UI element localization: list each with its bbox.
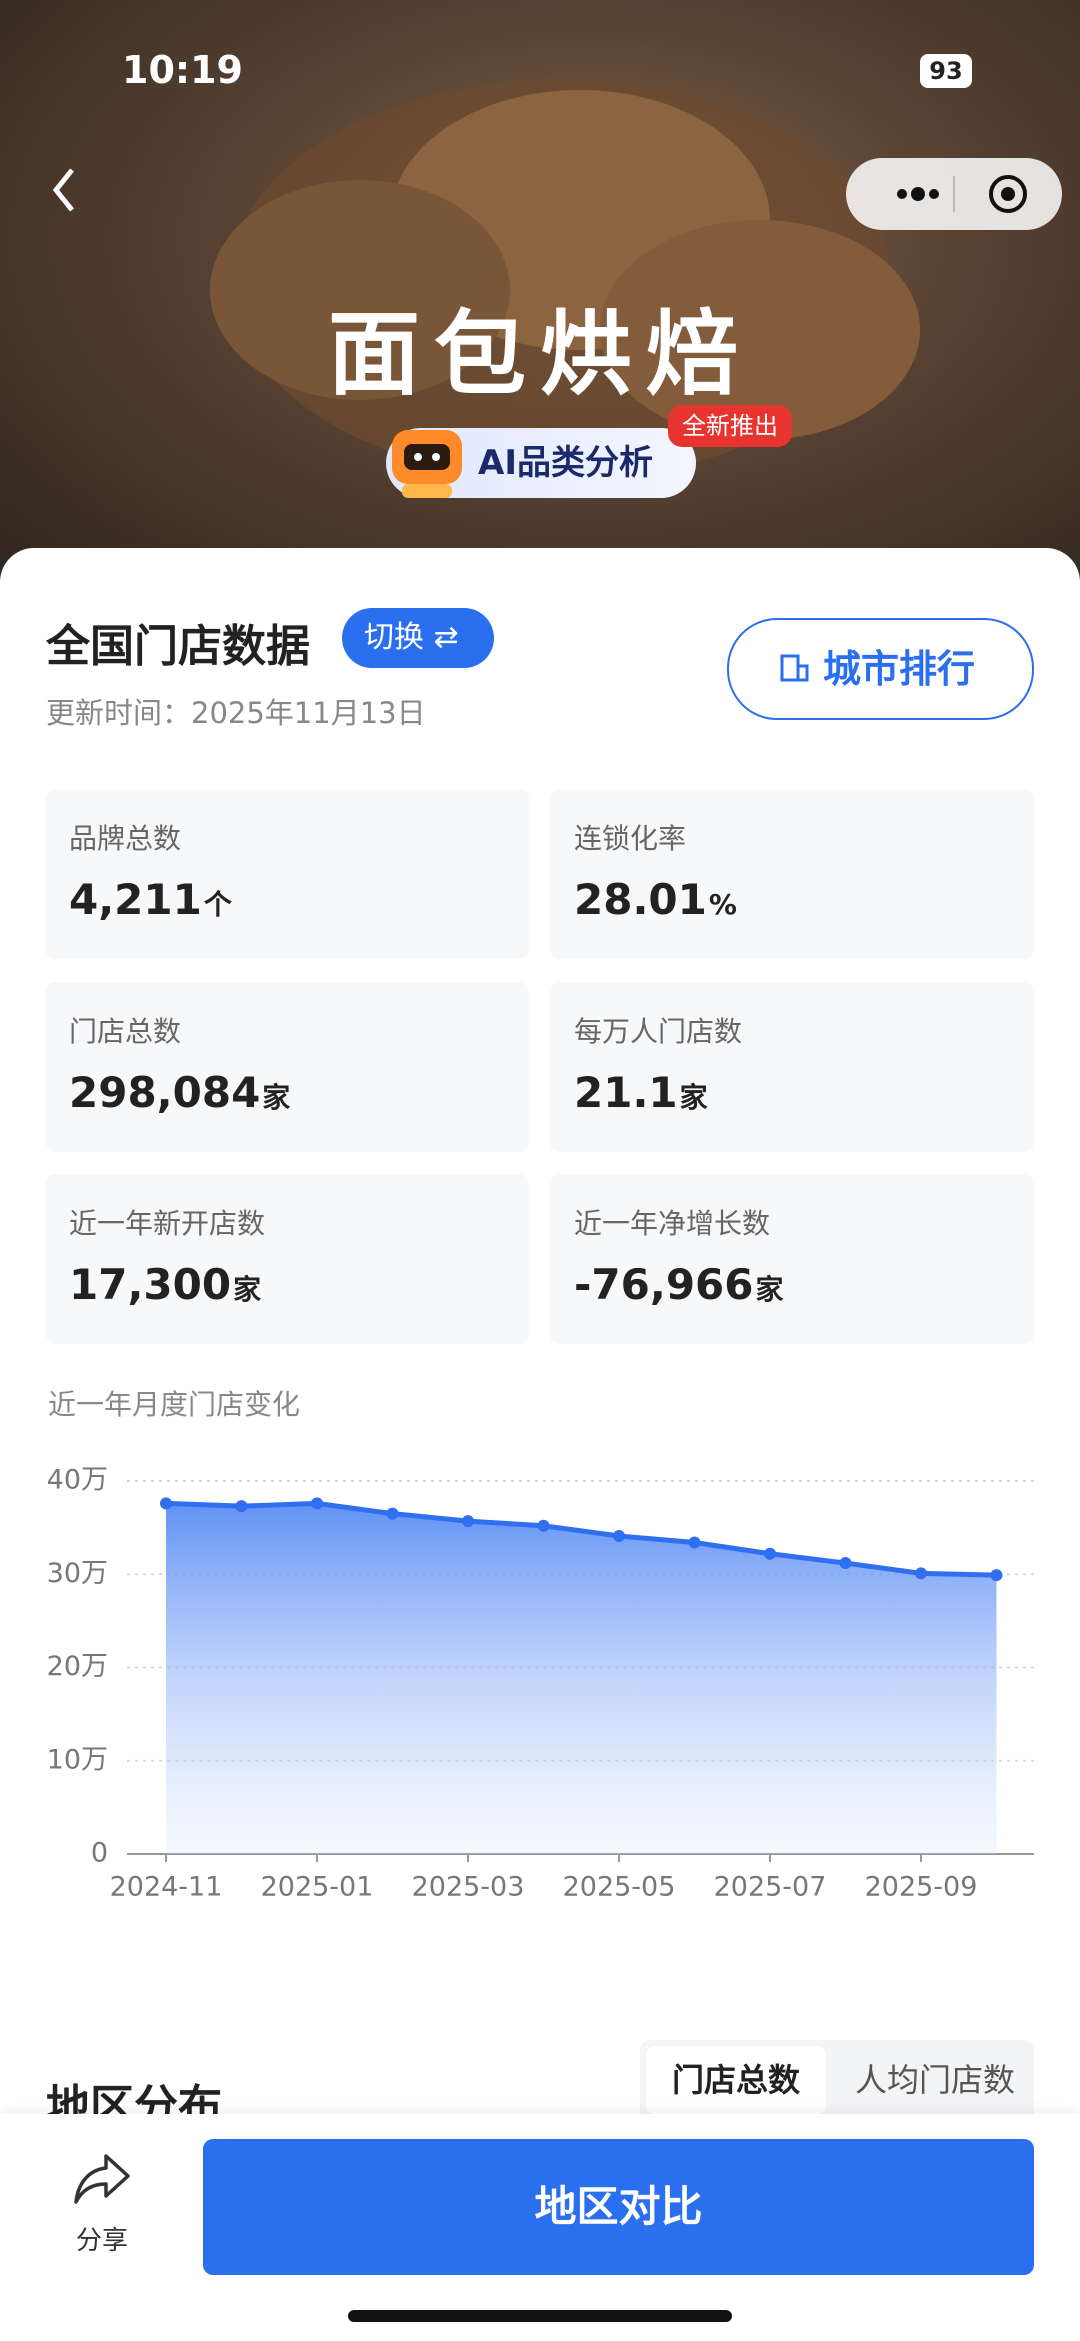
stat-value-row: 17,300家	[69, 1260, 261, 1309]
stat-card: 连锁化率 28.01%	[550, 789, 1034, 959]
stat-value: -76,966	[574, 1260, 754, 1309]
point	[386, 1507, 399, 1520]
stat-label: 品牌总数	[69, 822, 182, 855]
x-tick-label: 2025-07	[714, 1872, 827, 1903]
city-rank-button[interactable]: 城市排行	[727, 618, 1034, 720]
stat-value: 298,084	[69, 1068, 261, 1117]
point	[764, 1547, 776, 1560]
back-button[interactable]	[50, 165, 80, 215]
stat-value: 17,300	[69, 1260, 232, 1309]
point	[462, 1515, 474, 1528]
point	[160, 1497, 172, 1510]
x-tick-label: 2025-09	[865, 1872, 978, 1903]
chart: 近一年月度门店变化 0 10万 20万 30万 40万 2024-11 2025-01 202…	[47, 1388, 1034, 1903]
region-tabs: 门店总数 人均门店数	[640, 2040, 1034, 2120]
new-tag: 全新推出	[668, 405, 792, 447]
x-tick-label: 2025-03	[412, 1872, 525, 1903]
update-time: 更新时间：2025年11月13日	[46, 696, 426, 730]
stat-value-row: 28.01%	[574, 875, 737, 924]
line	[165, 1500, 997, 1578]
capsule-icons	[897, 175, 1027, 213]
point	[235, 1500, 248, 1513]
stat-value-row: 298,084家	[69, 1068, 290, 1117]
stat-card: 近一年净增长数 -76,966家	[550, 1174, 1034, 1344]
switch-button[interactable]: 切换 ⇄	[342, 608, 494, 668]
y-tick-label: 0	[91, 1838, 108, 1869]
stat-value-row: -76,966家	[574, 1260, 784, 1309]
y-tick-label: 40万	[47, 1465, 108, 1496]
stat-card: 每万人门店数 21.1家	[550, 982, 1034, 1152]
ai-mascot	[392, 430, 462, 498]
x-tick-label: 2025-01	[261, 1872, 374, 1903]
stat-unit: 家	[262, 1081, 291, 1114]
point	[915, 1567, 927, 1580]
x-tick-label: 2024-11	[110, 1872, 223, 1903]
point	[839, 1557, 852, 1570]
bread-art	[210, 80, 920, 480]
header-image	[0, 0, 1080, 600]
chart-title: 近一年月度门店变化	[48, 1388, 300, 1421]
stat-label: 每万人门店数	[574, 1015, 743, 1048]
stat-label: 连锁化率	[574, 822, 687, 855]
point	[990, 1569, 1003, 1582]
stat-value: 21.1	[574, 1068, 678, 1117]
stat-unit: 家	[233, 1273, 262, 1306]
city-icon	[780, 654, 809, 682]
stat-value-row: 21.1家	[574, 1068, 708, 1117]
capsule-menu[interactable]	[846, 158, 1062, 230]
battery: 93	[920, 54, 972, 88]
stat-value: 4,211	[69, 875, 202, 924]
stat-value: 28.01	[574, 875, 707, 924]
stat-label: 近一年净增长数	[574, 1207, 771, 1240]
stat-unit: 个	[203, 888, 232, 921]
compare-button[interactable]: 地区对比	[203, 2139, 1034, 2275]
switch-label: 切换	[364, 620, 424, 655]
point	[613, 1530, 625, 1543]
y-tick-label: 30万	[47, 1558, 108, 1589]
tab[interactable]: 人均门店数	[854, 2061, 1015, 2099]
stat-card: 品牌总数 4,211个	[45, 789, 529, 959]
tab[interactable]: 门店总数	[646, 2046, 826, 2114]
share-label[interactable]: 分享	[75, 2226, 128, 2256]
share-icon[interactable]	[72, 2150, 132, 2206]
header-title: 面包烘焙	[327, 301, 752, 408]
stat-value-row: 4,211个	[69, 875, 232, 924]
stat-unit: %	[708, 888, 737, 921]
status-time: 10:19	[122, 48, 243, 92]
point	[537, 1519, 550, 1532]
x-tick-label: 2025-05	[563, 1872, 676, 1903]
stat-label: 门店总数	[69, 1015, 182, 1048]
stat-card: 近一年新开店数 17,300家	[45, 1174, 529, 1344]
point	[688, 1536, 701, 1549]
y-tick-label: 20万	[47, 1651, 108, 1682]
point	[311, 1497, 323, 1510]
y-tick-label: 10万	[47, 1744, 108, 1775]
home-indicator	[348, 2310, 732, 2322]
area	[166, 1503, 997, 1854]
stat-unit: 家	[755, 1273, 784, 1306]
section-title: 全国门店数据	[46, 621, 310, 672]
stat-unit: 家	[679, 1081, 708, 1114]
stat-label: 近一年新开店数	[69, 1207, 266, 1240]
stat-card: 门店总数 298,084家	[45, 982, 529, 1152]
